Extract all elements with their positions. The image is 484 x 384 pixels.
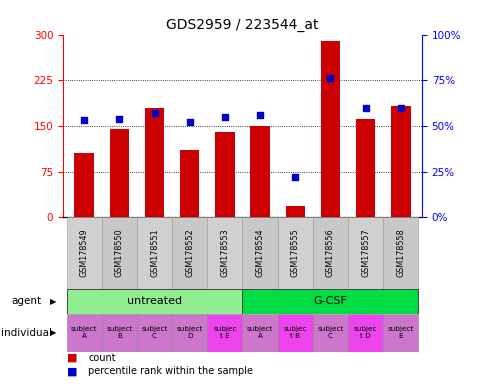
Bar: [320, 41, 339, 217]
Bar: [277, 314, 312, 351]
Text: ■: ■: [66, 366, 77, 376]
Text: subject
C: subject C: [317, 326, 343, 339]
Text: GSM178554: GSM178554: [255, 229, 264, 277]
Bar: [312, 217, 348, 289]
Bar: [66, 217, 102, 289]
Bar: [355, 119, 375, 217]
Bar: [75, 153, 93, 217]
Text: subject
E: subject E: [387, 326, 413, 339]
Text: G-CSF: G-CSF: [313, 296, 347, 306]
Bar: [145, 108, 164, 217]
Bar: [285, 206, 304, 217]
Point: [151, 110, 158, 116]
Bar: [277, 217, 312, 289]
Bar: [207, 314, 242, 351]
Bar: [172, 314, 207, 351]
Bar: [250, 126, 269, 217]
Text: subjec
t D: subjec t D: [353, 326, 377, 339]
Text: subject
C: subject C: [141, 326, 167, 339]
Bar: [136, 314, 172, 351]
Text: GSM178549: GSM178549: [79, 229, 89, 277]
Text: ▶: ▶: [50, 328, 57, 337]
Text: percentile rank within the sample: percentile rank within the sample: [88, 366, 253, 376]
Text: GSM178552: GSM178552: [185, 229, 194, 277]
Text: subject
A: subject A: [71, 326, 97, 339]
Bar: [348, 217, 382, 289]
Bar: [102, 314, 136, 351]
Bar: [180, 150, 199, 217]
Bar: [242, 289, 418, 314]
Bar: [109, 129, 129, 217]
Point: [361, 104, 369, 111]
Point: [115, 116, 123, 122]
Text: ▶: ▶: [50, 297, 57, 306]
Text: GSM178553: GSM178553: [220, 229, 229, 277]
Text: GSM178555: GSM178555: [290, 229, 299, 277]
Bar: [136, 217, 172, 289]
Text: subject
D: subject D: [176, 326, 202, 339]
Point: [256, 112, 263, 118]
Bar: [242, 314, 277, 351]
Bar: [242, 217, 277, 289]
Text: ■: ■: [66, 353, 77, 363]
Bar: [382, 217, 418, 289]
Text: individual: individual: [1, 328, 52, 338]
Bar: [207, 217, 242, 289]
Text: agent: agent: [12, 296, 42, 306]
Text: count: count: [88, 353, 116, 363]
Text: GSM178558: GSM178558: [395, 229, 405, 277]
Point: [221, 114, 228, 120]
Bar: [102, 217, 136, 289]
Point: [80, 118, 88, 124]
Bar: [215, 132, 234, 217]
Text: subjec
t E: subjec t E: [212, 326, 236, 339]
Point: [291, 174, 299, 180]
Bar: [172, 217, 207, 289]
Text: subjec
t B: subjec t B: [283, 326, 306, 339]
Text: GSM178557: GSM178557: [361, 229, 369, 277]
Text: subject
B: subject B: [106, 326, 132, 339]
Point: [185, 119, 193, 125]
Bar: [391, 106, 409, 217]
Bar: [348, 314, 382, 351]
Bar: [312, 314, 348, 351]
Title: GDS2959 / 223544_at: GDS2959 / 223544_at: [166, 18, 318, 32]
Text: GSM178551: GSM178551: [150, 229, 159, 277]
Bar: [382, 314, 418, 351]
Bar: [66, 289, 242, 314]
Point: [326, 75, 333, 81]
Text: GSM178550: GSM178550: [115, 229, 123, 277]
Text: GSM178556: GSM178556: [325, 229, 334, 277]
Text: untreated: untreated: [127, 296, 182, 306]
Point: [396, 104, 404, 111]
Text: subject
A: subject A: [246, 326, 272, 339]
Bar: [66, 314, 102, 351]
